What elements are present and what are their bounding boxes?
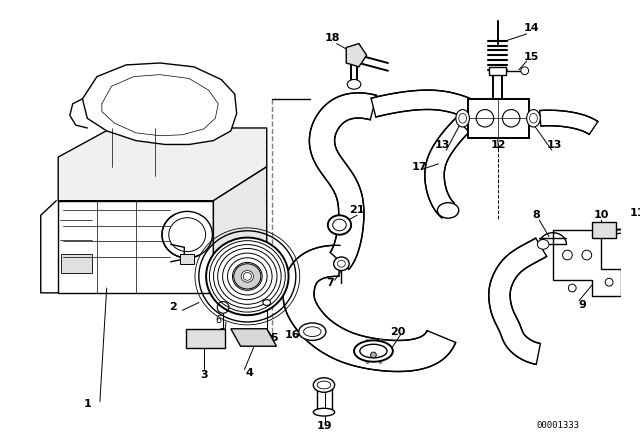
Polygon shape bbox=[231, 329, 276, 346]
Text: 18: 18 bbox=[325, 33, 340, 43]
Text: 6: 6 bbox=[217, 327, 225, 338]
Text: 5: 5 bbox=[271, 333, 278, 344]
Polygon shape bbox=[180, 254, 194, 264]
Text: 11: 11 bbox=[630, 208, 640, 218]
Text: 2: 2 bbox=[169, 302, 177, 312]
Ellipse shape bbox=[314, 408, 335, 416]
Polygon shape bbox=[83, 63, 237, 144]
Text: 17: 17 bbox=[412, 162, 427, 172]
Text: 6: 6 bbox=[215, 315, 221, 325]
Ellipse shape bbox=[371, 352, 376, 358]
Polygon shape bbox=[425, 118, 469, 218]
Ellipse shape bbox=[438, 202, 459, 218]
Ellipse shape bbox=[354, 340, 393, 362]
Text: 4: 4 bbox=[245, 368, 253, 379]
Text: 10: 10 bbox=[594, 210, 609, 220]
Polygon shape bbox=[58, 201, 213, 293]
Ellipse shape bbox=[333, 257, 349, 271]
Text: 13: 13 bbox=[435, 140, 450, 151]
Ellipse shape bbox=[206, 237, 289, 315]
Text: 15: 15 bbox=[524, 52, 540, 62]
Ellipse shape bbox=[314, 378, 335, 392]
Polygon shape bbox=[467, 99, 529, 138]
Text: 13: 13 bbox=[547, 140, 563, 151]
Polygon shape bbox=[371, 90, 479, 120]
Polygon shape bbox=[540, 110, 598, 134]
Ellipse shape bbox=[328, 215, 351, 235]
Ellipse shape bbox=[299, 323, 326, 340]
Polygon shape bbox=[58, 128, 267, 201]
Text: 7: 7 bbox=[326, 278, 333, 288]
Ellipse shape bbox=[521, 67, 529, 75]
Ellipse shape bbox=[638, 224, 640, 231]
Text: 21: 21 bbox=[349, 206, 365, 215]
Text: 8: 8 bbox=[532, 210, 540, 220]
Polygon shape bbox=[591, 222, 616, 237]
Polygon shape bbox=[309, 93, 377, 269]
Polygon shape bbox=[186, 329, 225, 348]
Ellipse shape bbox=[241, 271, 253, 282]
Ellipse shape bbox=[234, 264, 261, 289]
Text: 19: 19 bbox=[317, 421, 333, 431]
Ellipse shape bbox=[527, 110, 540, 127]
Polygon shape bbox=[61, 254, 92, 273]
Ellipse shape bbox=[243, 272, 252, 280]
Text: 3: 3 bbox=[200, 370, 207, 380]
Polygon shape bbox=[489, 238, 547, 364]
Polygon shape bbox=[489, 67, 506, 75]
Polygon shape bbox=[213, 167, 267, 293]
Text: 14: 14 bbox=[524, 23, 540, 33]
Text: 00001333: 00001333 bbox=[536, 421, 579, 430]
Polygon shape bbox=[346, 43, 367, 67]
Text: 20: 20 bbox=[390, 327, 405, 336]
Polygon shape bbox=[283, 246, 456, 371]
Ellipse shape bbox=[263, 300, 271, 306]
Text: 1: 1 bbox=[83, 400, 91, 409]
Polygon shape bbox=[553, 230, 621, 296]
Ellipse shape bbox=[456, 110, 470, 127]
Text: 16: 16 bbox=[285, 330, 301, 340]
Text: 5: 5 bbox=[262, 332, 269, 341]
Ellipse shape bbox=[538, 240, 549, 249]
Text: 9: 9 bbox=[578, 301, 586, 310]
Ellipse shape bbox=[348, 79, 361, 89]
Text: 12: 12 bbox=[491, 140, 506, 151]
